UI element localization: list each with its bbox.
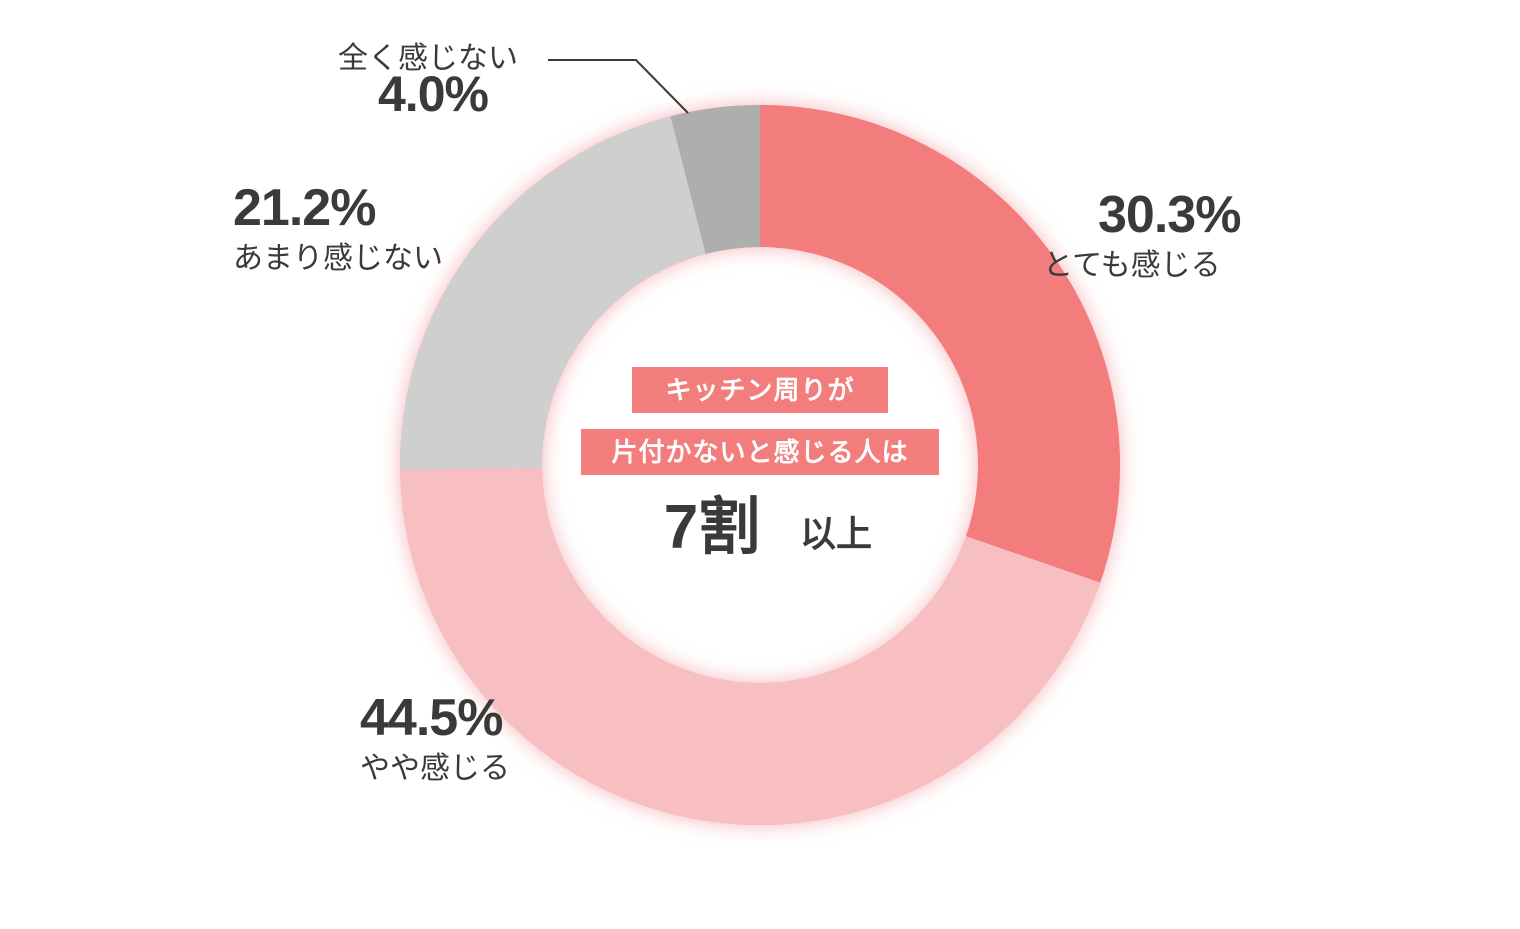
center-badge-text-line2: 片付かないと感じる人は xyxy=(611,437,908,467)
pct-somewhat: 44.5% xyxy=(360,689,502,747)
label-very: とても感じる xyxy=(1043,249,1221,282)
donut-segment-very xyxy=(760,105,1120,583)
donut-chart-stage: 30.3%とても感じる44.5%やや感じる21.2%あまり感じない4.0%全く感… xyxy=(0,0,1520,929)
center-badge-text-line1: キッチン周りが xyxy=(665,375,854,405)
center-suffix-text: 以上 xyxy=(800,513,872,554)
leader-line-not-at-all xyxy=(548,60,688,113)
label-not_much: あまり感じない xyxy=(233,242,443,275)
donut-chart-svg: 30.3%とても感じる44.5%やや感じる21.2%あまり感じない4.0%全く感… xyxy=(0,0,1520,929)
label-not_at_all: 全く感じない xyxy=(338,42,518,75)
pct-very: 30.3% xyxy=(1098,186,1240,244)
donut-segment-not_much xyxy=(400,116,706,469)
center-big-text: 7割 xyxy=(664,493,760,562)
pct-not_much: 21.2% xyxy=(233,179,375,237)
label-somewhat: やや感じる xyxy=(360,752,510,785)
